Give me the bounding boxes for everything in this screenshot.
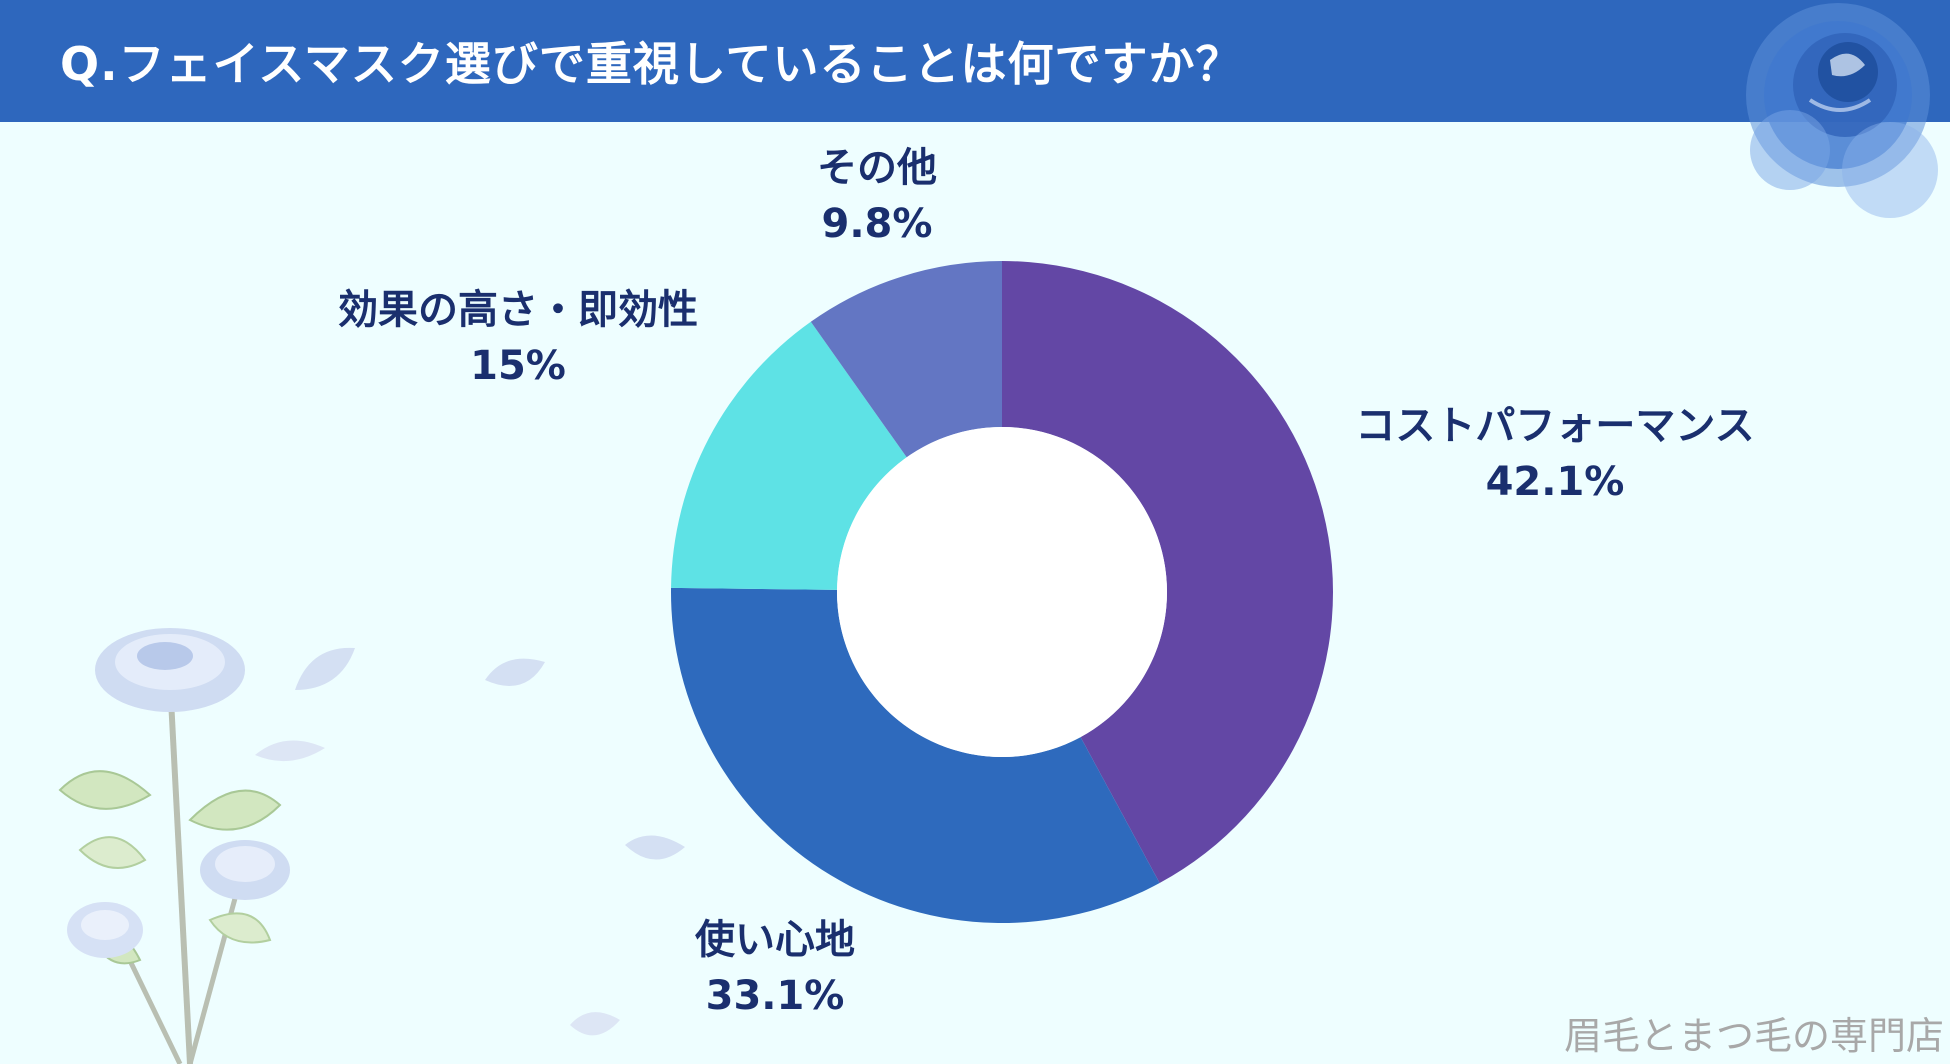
category-label: コストパフォーマンス (1355, 403, 1755, 449)
rose-bouquet-icon (58, 628, 290, 1064)
rose-decoration-icon (1746, 3, 1938, 218)
category-label: その他 (817, 145, 937, 191)
category-label: 効果の高さ・即効性 (338, 287, 698, 333)
slice-cost-performance (1002, 261, 1333, 884)
donut-hole (837, 427, 1167, 757)
value-label: 33.1% (705, 973, 845, 1019)
page-title: Q.フェイスマスク選びで重視していることは何ですか？ (60, 37, 1243, 91)
data-label-effectiveness: 効果の高さ・即効性 15% (338, 282, 698, 394)
petal-icon (570, 1012, 620, 1036)
slice-effectiveness (671, 321, 907, 590)
value-label: 42.1% (1485, 459, 1625, 505)
petal-icon (295, 647, 355, 690)
data-label-cost-performance: コストパフォーマンス 42.1% (1355, 398, 1754, 510)
data-label-other: その他 9.8% (817, 140, 937, 252)
data-label-usability: 使い心地 33.1% (695, 912, 855, 1024)
value-label: 9.8% (821, 201, 933, 247)
slice-other (810, 261, 1002, 458)
store-watermark: 眉毛とまつ毛の専門店 (1563, 1014, 1944, 1058)
petal-icon (485, 658, 545, 686)
value-label: 15% (470, 343, 566, 389)
petal-icon (255, 740, 325, 762)
petal-icon (625, 835, 685, 860)
slice-usability (671, 587, 1160, 923)
category-label: 使い心地 (695, 917, 855, 963)
header-bar: Q.フェイスマスク選びで重視していることは何ですか？ (0, 0, 1950, 122)
